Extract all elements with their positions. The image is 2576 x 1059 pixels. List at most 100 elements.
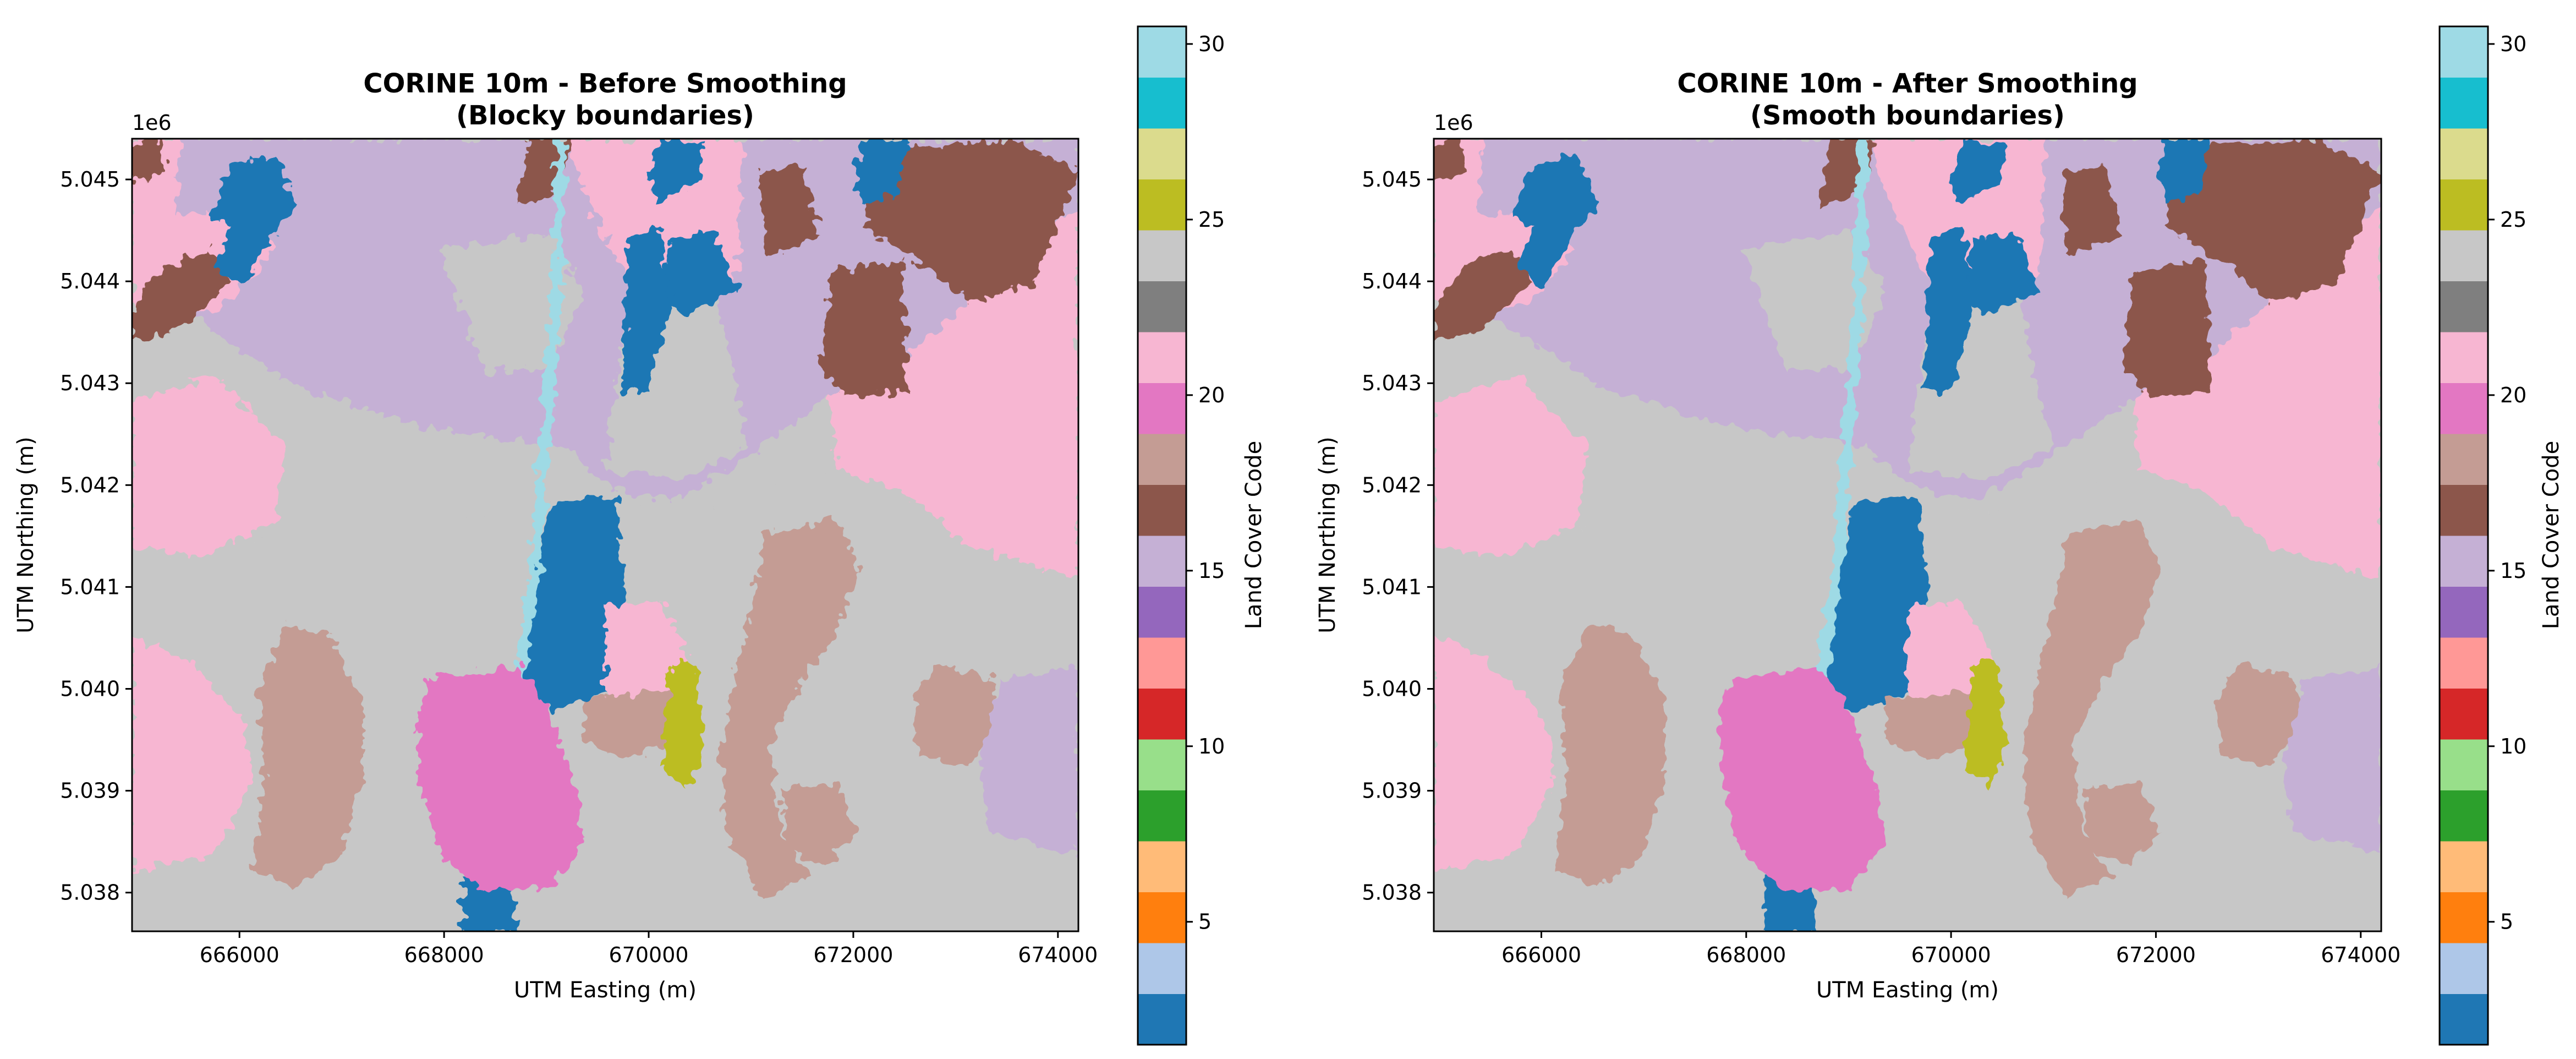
landcover-region-pink-urban	[1434, 375, 1588, 557]
landcover-region-brown	[1434, 139, 1467, 183]
colorbar-cell	[2440, 26, 2488, 78]
colorbar-label: Land Cover Code	[2539, 441, 2564, 630]
colorbar-cell	[1138, 77, 1186, 129]
colorbar-cell	[1138, 994, 1186, 1045]
colorbar-cell	[1138, 230, 1186, 281]
landcover-region-blue-water	[1511, 155, 1599, 287]
y-tick-label: 5.041	[60, 575, 120, 599]
landcover-region-brown	[864, 139, 1078, 304]
x-axis-ticks: 666000 668000 670000 672000 674000	[200, 931, 1098, 967]
colorbar-cell	[2440, 790, 2488, 842]
landcover-regions	[1434, 139, 2381, 931]
colorbar-cell	[1138, 332, 1186, 383]
y-tick-label: 5.043	[1362, 371, 1422, 395]
landcover-region-tan	[721, 518, 858, 898]
y-offset-label: 1e6	[132, 111, 172, 135]
colorbar-cell	[1138, 739, 1186, 790]
landcover-region-light-cyan	[1780, 139, 1869, 871]
landcover-region-tan	[913, 662, 1001, 766]
colorbar-cell	[2440, 586, 2488, 638]
colorbar-tick-label: 10	[2500, 734, 2526, 758]
colorbar-cell	[2440, 128, 2488, 179]
y-tick-label: 5.041	[1362, 575, 1422, 599]
colorbar-cell	[1138, 281, 1186, 332]
colorbar-tick-label: 15	[2500, 559, 2526, 583]
colorbar-cell	[1138, 688, 1186, 740]
colorbar-cell	[1138, 943, 1186, 994]
colorbar-cell	[1138, 586, 1186, 638]
landcover-region-blue-water	[853, 139, 908, 205]
map-raster-after	[1434, 139, 2381, 931]
colorbar-cell	[2440, 841, 2488, 892]
landcover-region-tan	[781, 783, 858, 865]
y-axis-ticks: 5.038 5.039 5.040 5.041 5.042 5.043 5.044 5.045	[1362, 167, 1434, 905]
panel-title-line2: (Blocky boundaries)	[456, 100, 754, 131]
landcover-region-blue-water	[517, 496, 627, 711]
y-tick-label: 5.038	[60, 881, 120, 905]
landcover-region-pink-urban	[132, 634, 253, 871]
colorbar-tick-label: 20	[1198, 383, 1225, 407]
colorbar-cell	[1138, 383, 1186, 434]
colorbar-cell	[2440, 994, 2488, 1045]
y-tick-label: 5.045	[60, 167, 120, 192]
colorbar-ticks: 5 10 15 20 25 30	[2488, 32, 2526, 934]
landcover-region-lavender	[2282, 667, 2381, 854]
colorbar-after: 5 10 15 20 25 30 Land Cover Code	[2438, 25, 2564, 1046]
colorbar-label: Land Cover Code	[1241, 441, 1267, 630]
colorbar-cell	[2440, 536, 2488, 587]
colorbar-cell	[1138, 434, 1186, 485]
landcover-region-pink-urban	[1434, 634, 1555, 871]
colorbar-tick-label: 5	[1198, 910, 1212, 934]
y-tick-label: 5.038	[1362, 881, 1422, 905]
landcover-region-grey-agri	[440, 232, 583, 370]
landcover-region-blue-water	[660, 232, 737, 315]
colorbar-cells	[1138, 26, 1186, 1045]
map-frame	[131, 138, 1079, 932]
colorbar-cell	[2440, 281, 2488, 332]
x-tick-label: 670000	[609, 943, 688, 967]
colorbar-cell	[2440, 179, 2488, 231]
y-tick-label: 5.044	[1362, 269, 1422, 293]
landcover-regions	[132, 139, 1078, 931]
x-tick-label: 672000	[813, 943, 893, 967]
colorbar-cell	[2440, 688, 2488, 740]
panel-title-line1: CORINE 10m - After Smoothing	[1677, 68, 2137, 99]
x-tick-label: 666000	[1501, 943, 1581, 967]
x-tick-label: 666000	[200, 943, 279, 967]
colorbar-cell	[2440, 484, 2488, 536]
map-raster-before	[132, 139, 1078, 931]
colorbar-frame	[1137, 25, 1187, 1046]
panel-after: CORINE 10m - After Smoothing (Smooth bou…	[1315, 25, 2564, 1046]
x-tick-label: 668000	[1706, 943, 1786, 967]
colorbar-cell	[2440, 434, 2488, 485]
y-tick-label: 5.042	[60, 473, 120, 497]
colorbar-tick-label: 30	[2500, 32, 2526, 56]
colorbar-cell	[2440, 332, 2488, 383]
colorbar-cell	[2440, 637, 2488, 689]
colorbar-tick-label: 15	[1198, 559, 1225, 583]
y-tick-label: 5.039	[1362, 779, 1422, 803]
colorbar-cell	[2440, 77, 2488, 129]
y-tick-label: 5.043	[60, 371, 120, 395]
y-tick-label: 5.039	[60, 779, 120, 803]
y-axis-label: UTM Northing (m)	[13, 436, 39, 634]
colorbar-cell	[1138, 841, 1186, 892]
y-tick-label: 5.040	[1362, 676, 1422, 701]
colorbar-cell	[1138, 892, 1186, 943]
landcover-region-blue-water	[1819, 496, 1930, 711]
colorbar-tick-label: 5	[2500, 910, 2513, 934]
y-axis-label: UTM Northing (m)	[1315, 436, 1340, 634]
colorbar-before: 5 10 15 20 25 30 Land Cover Code	[1137, 25, 1267, 1046]
landcover-region-lavender	[979, 667, 1078, 854]
landcover-region-olive	[660, 662, 704, 788]
colorbar-cell	[2440, 230, 2488, 281]
colorbar-tick-label: 25	[2500, 208, 2526, 232]
colorbar-cells	[2440, 26, 2488, 1045]
y-tick-label: 5.040	[60, 676, 120, 701]
y-axis-ticks: 5.038 5.039 5.040 5.041 5.042 5.043 5.044 5.045	[60, 167, 132, 905]
x-axis-label: UTM Easting (m)	[514, 978, 697, 1003]
landcover-region-blue-water	[2155, 139, 2211, 205]
landcover-region-brown	[2062, 166, 2123, 254]
panel-title-line2: (Smooth boundaries)	[1750, 100, 2065, 131]
landcover-region-tan	[2084, 783, 2161, 865]
